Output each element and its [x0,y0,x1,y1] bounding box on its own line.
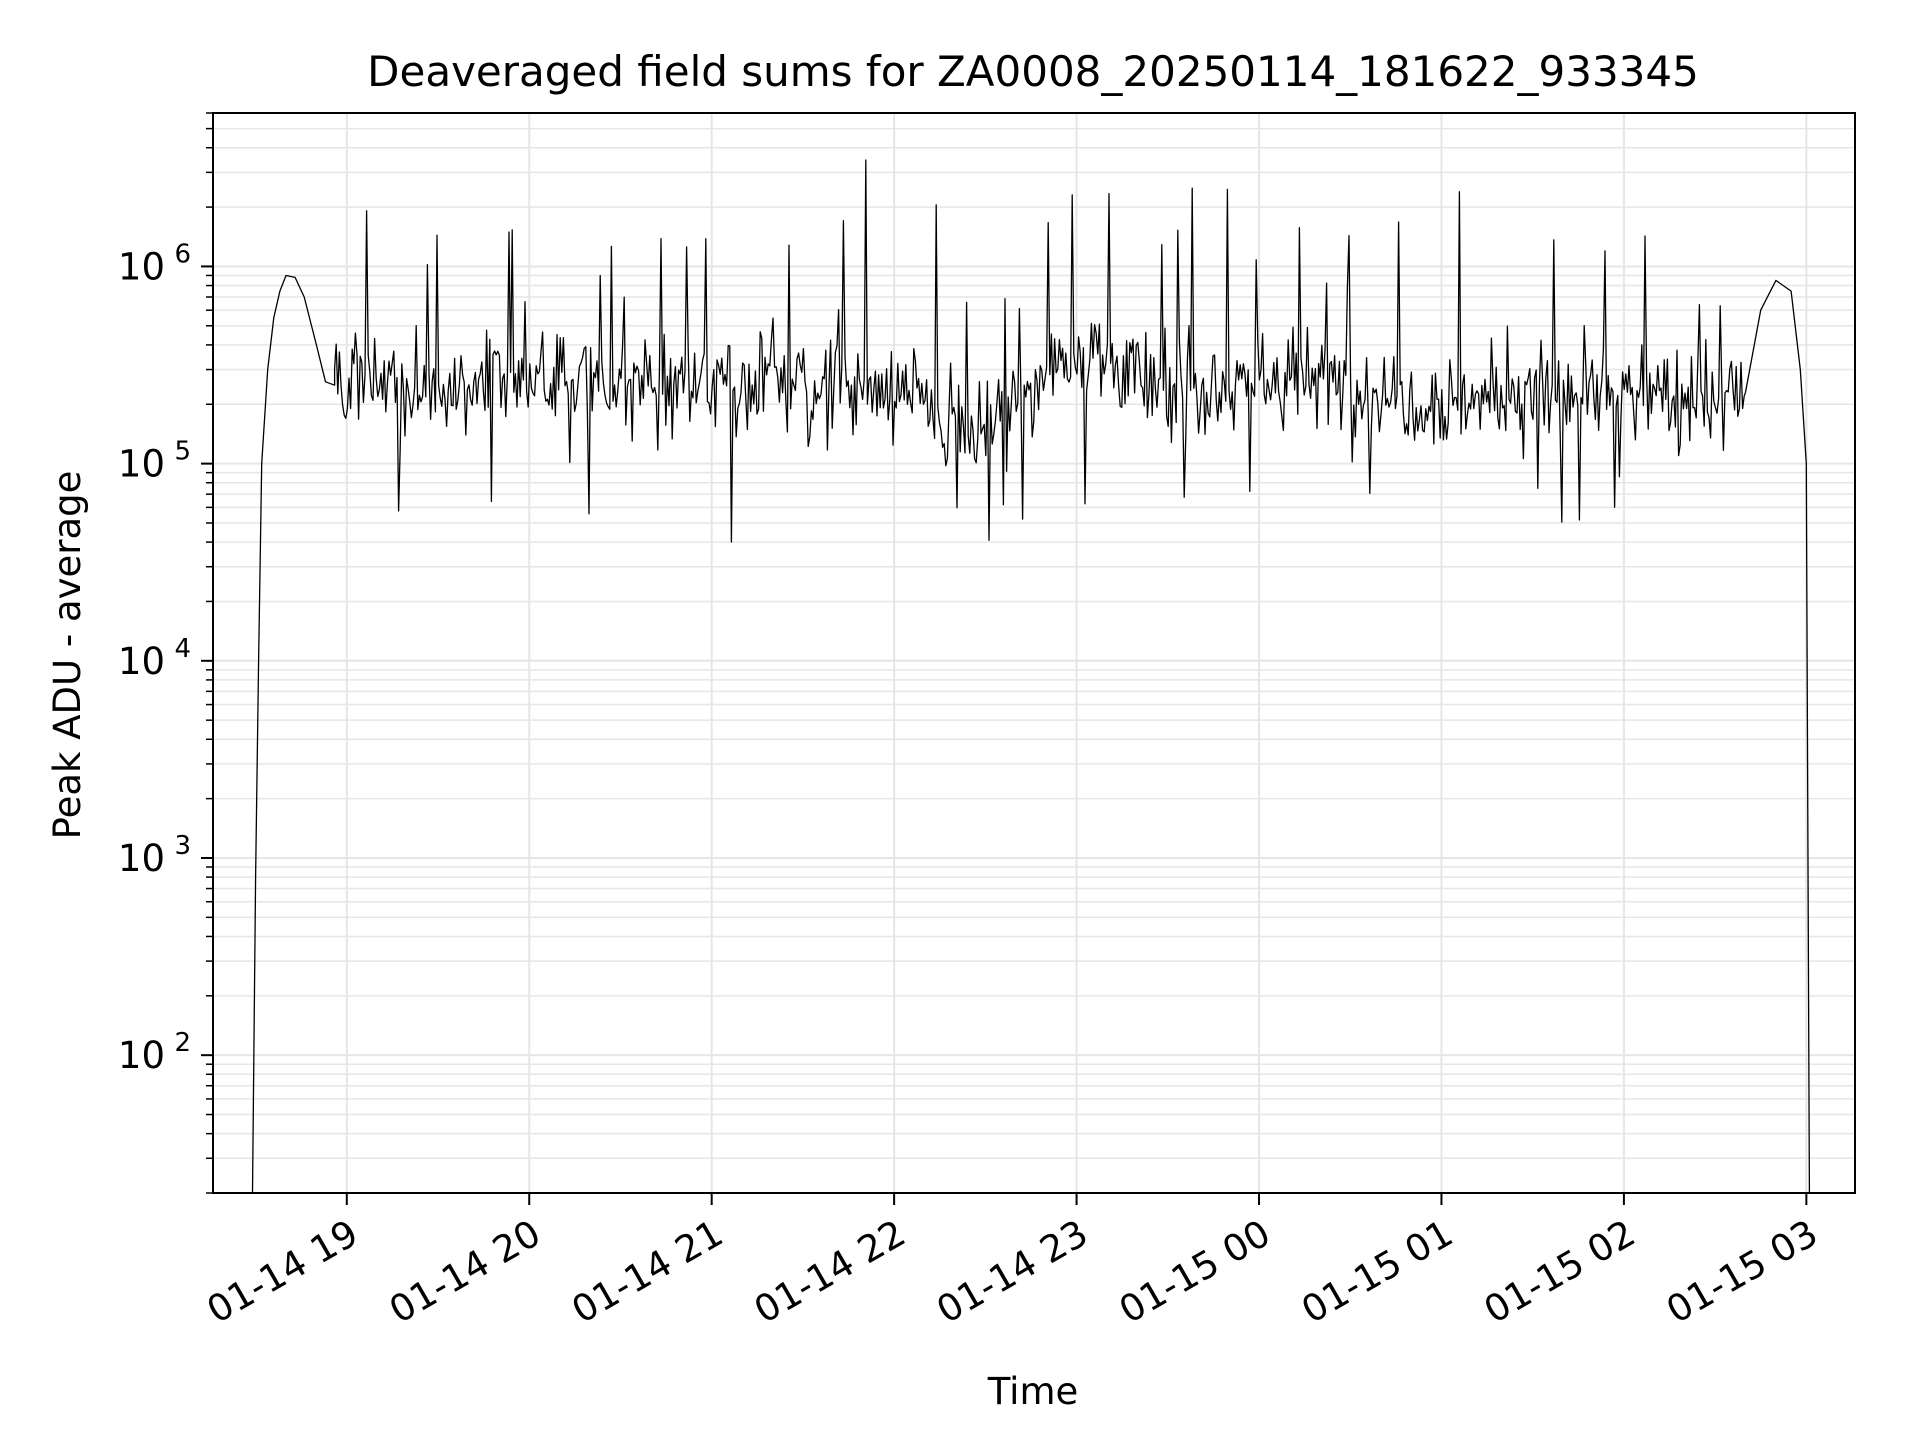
y-tick-exponent: 4 [174,634,191,664]
x-tick-label: 01-15 03 [1659,1212,1825,1332]
y-tick-label: 10 [118,245,165,288]
data-line-series [251,159,1811,1194]
x-axis-ticks: 01-14 19 01-14 20 01-14 21 01-14 22 01-14 23… [200,1193,1825,1332]
y-axis-ticks: 10 2 10 3 10 4 10 5 10 6 [118,112,213,1194]
y-tick-label: 10 [118,640,165,683]
y-tick-label: 10 [118,1034,165,1077]
data-line [251,159,1811,1194]
y-tick-base: 10 [118,837,165,880]
x-tick-label: 01-14 19 [200,1212,366,1332]
y-tick-label: 10 [118,443,165,486]
grid-lines [213,112,1855,1194]
y-tick-base: 10 [118,640,165,683]
y-axis-label: Peak ADU - average [46,471,89,840]
y-tick-exponent: 2 [174,1028,191,1058]
y-tick-label: 10 [118,837,165,880]
plot-frame [212,112,1856,1194]
x-tick-label: 01-15 01 [1294,1212,1460,1332]
x-tick-label: 01-15 02 [1477,1212,1643,1332]
x-tick-label: 01-14 21 [565,1212,731,1332]
x-axis-label: Time [987,1370,1079,1413]
x-tick-label: 01-15 00 [1112,1212,1278,1332]
y-tick-base: 10 [118,245,165,288]
y-tick-base: 10 [118,443,165,486]
y-tick-base: 10 [118,1034,165,1077]
chart-title: Deaveraged field sums for ZA0008_2025011… [367,47,1699,96]
x-tick-label: 01-14 20 [382,1212,548,1332]
y-tick-exponent: 5 [174,437,191,467]
y-tick-exponent: 6 [174,239,191,269]
x-tick-label: 01-14 22 [747,1212,913,1332]
x-tick-label: 01-14 23 [929,1212,1095,1332]
y-tick-exponent: 3 [174,831,191,861]
